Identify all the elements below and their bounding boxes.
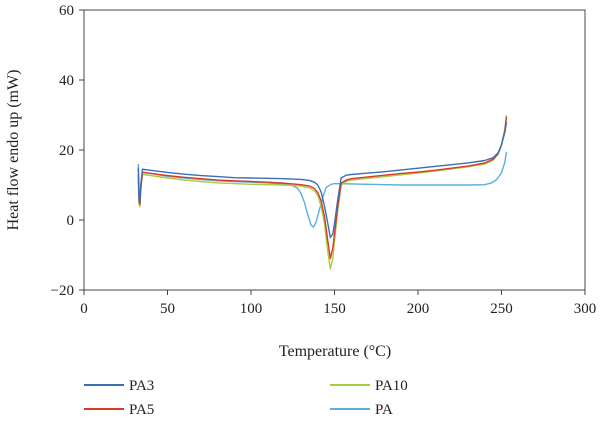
series-line-pa3	[137, 121, 508, 239]
legend-label: PA5	[129, 402, 154, 418]
x-axis-label: Temperature (°C)	[279, 343, 391, 360]
legend-label: PA	[375, 402, 393, 418]
x-tick-label: 50	[160, 301, 175, 317]
ticks: 0 50 100 150 200 250 300 −20 0 20 40 60	[51, 3, 597, 317]
series-line-pa5	[137, 116, 508, 260]
series-line-pa10	[137, 114, 508, 270]
x-tick-label: 200	[407, 301, 430, 317]
legend: PA3 PA5 PA10 PA	[84, 378, 408, 418]
y-tick-label: 20	[59, 143, 74, 159]
y-tick-label: 40	[59, 73, 74, 89]
legend-item-pa: PA	[330, 402, 393, 418]
y-tick-label: 0	[67, 213, 75, 229]
y-axis-label: Heat flow endo up (mW)	[5, 70, 22, 231]
x-tick-label: 100	[240, 301, 263, 317]
legend-item-pa10: PA10	[330, 378, 408, 394]
x-tick-label: 0	[80, 301, 88, 317]
x-tick-label: 250	[490, 301, 513, 317]
y-tick-label: 60	[59, 3, 74, 19]
legend-item-pa5: PA5	[84, 402, 154, 418]
legend-label: PA10	[375, 378, 408, 394]
x-tick-label: 300	[574, 301, 597, 317]
y-tick-label: −20	[51, 283, 74, 299]
legend-label: PA3	[129, 378, 154, 394]
series-lines	[137, 114, 508, 270]
legend-item-pa3: PA3	[84, 378, 154, 394]
x-tick-label: 150	[323, 301, 346, 317]
